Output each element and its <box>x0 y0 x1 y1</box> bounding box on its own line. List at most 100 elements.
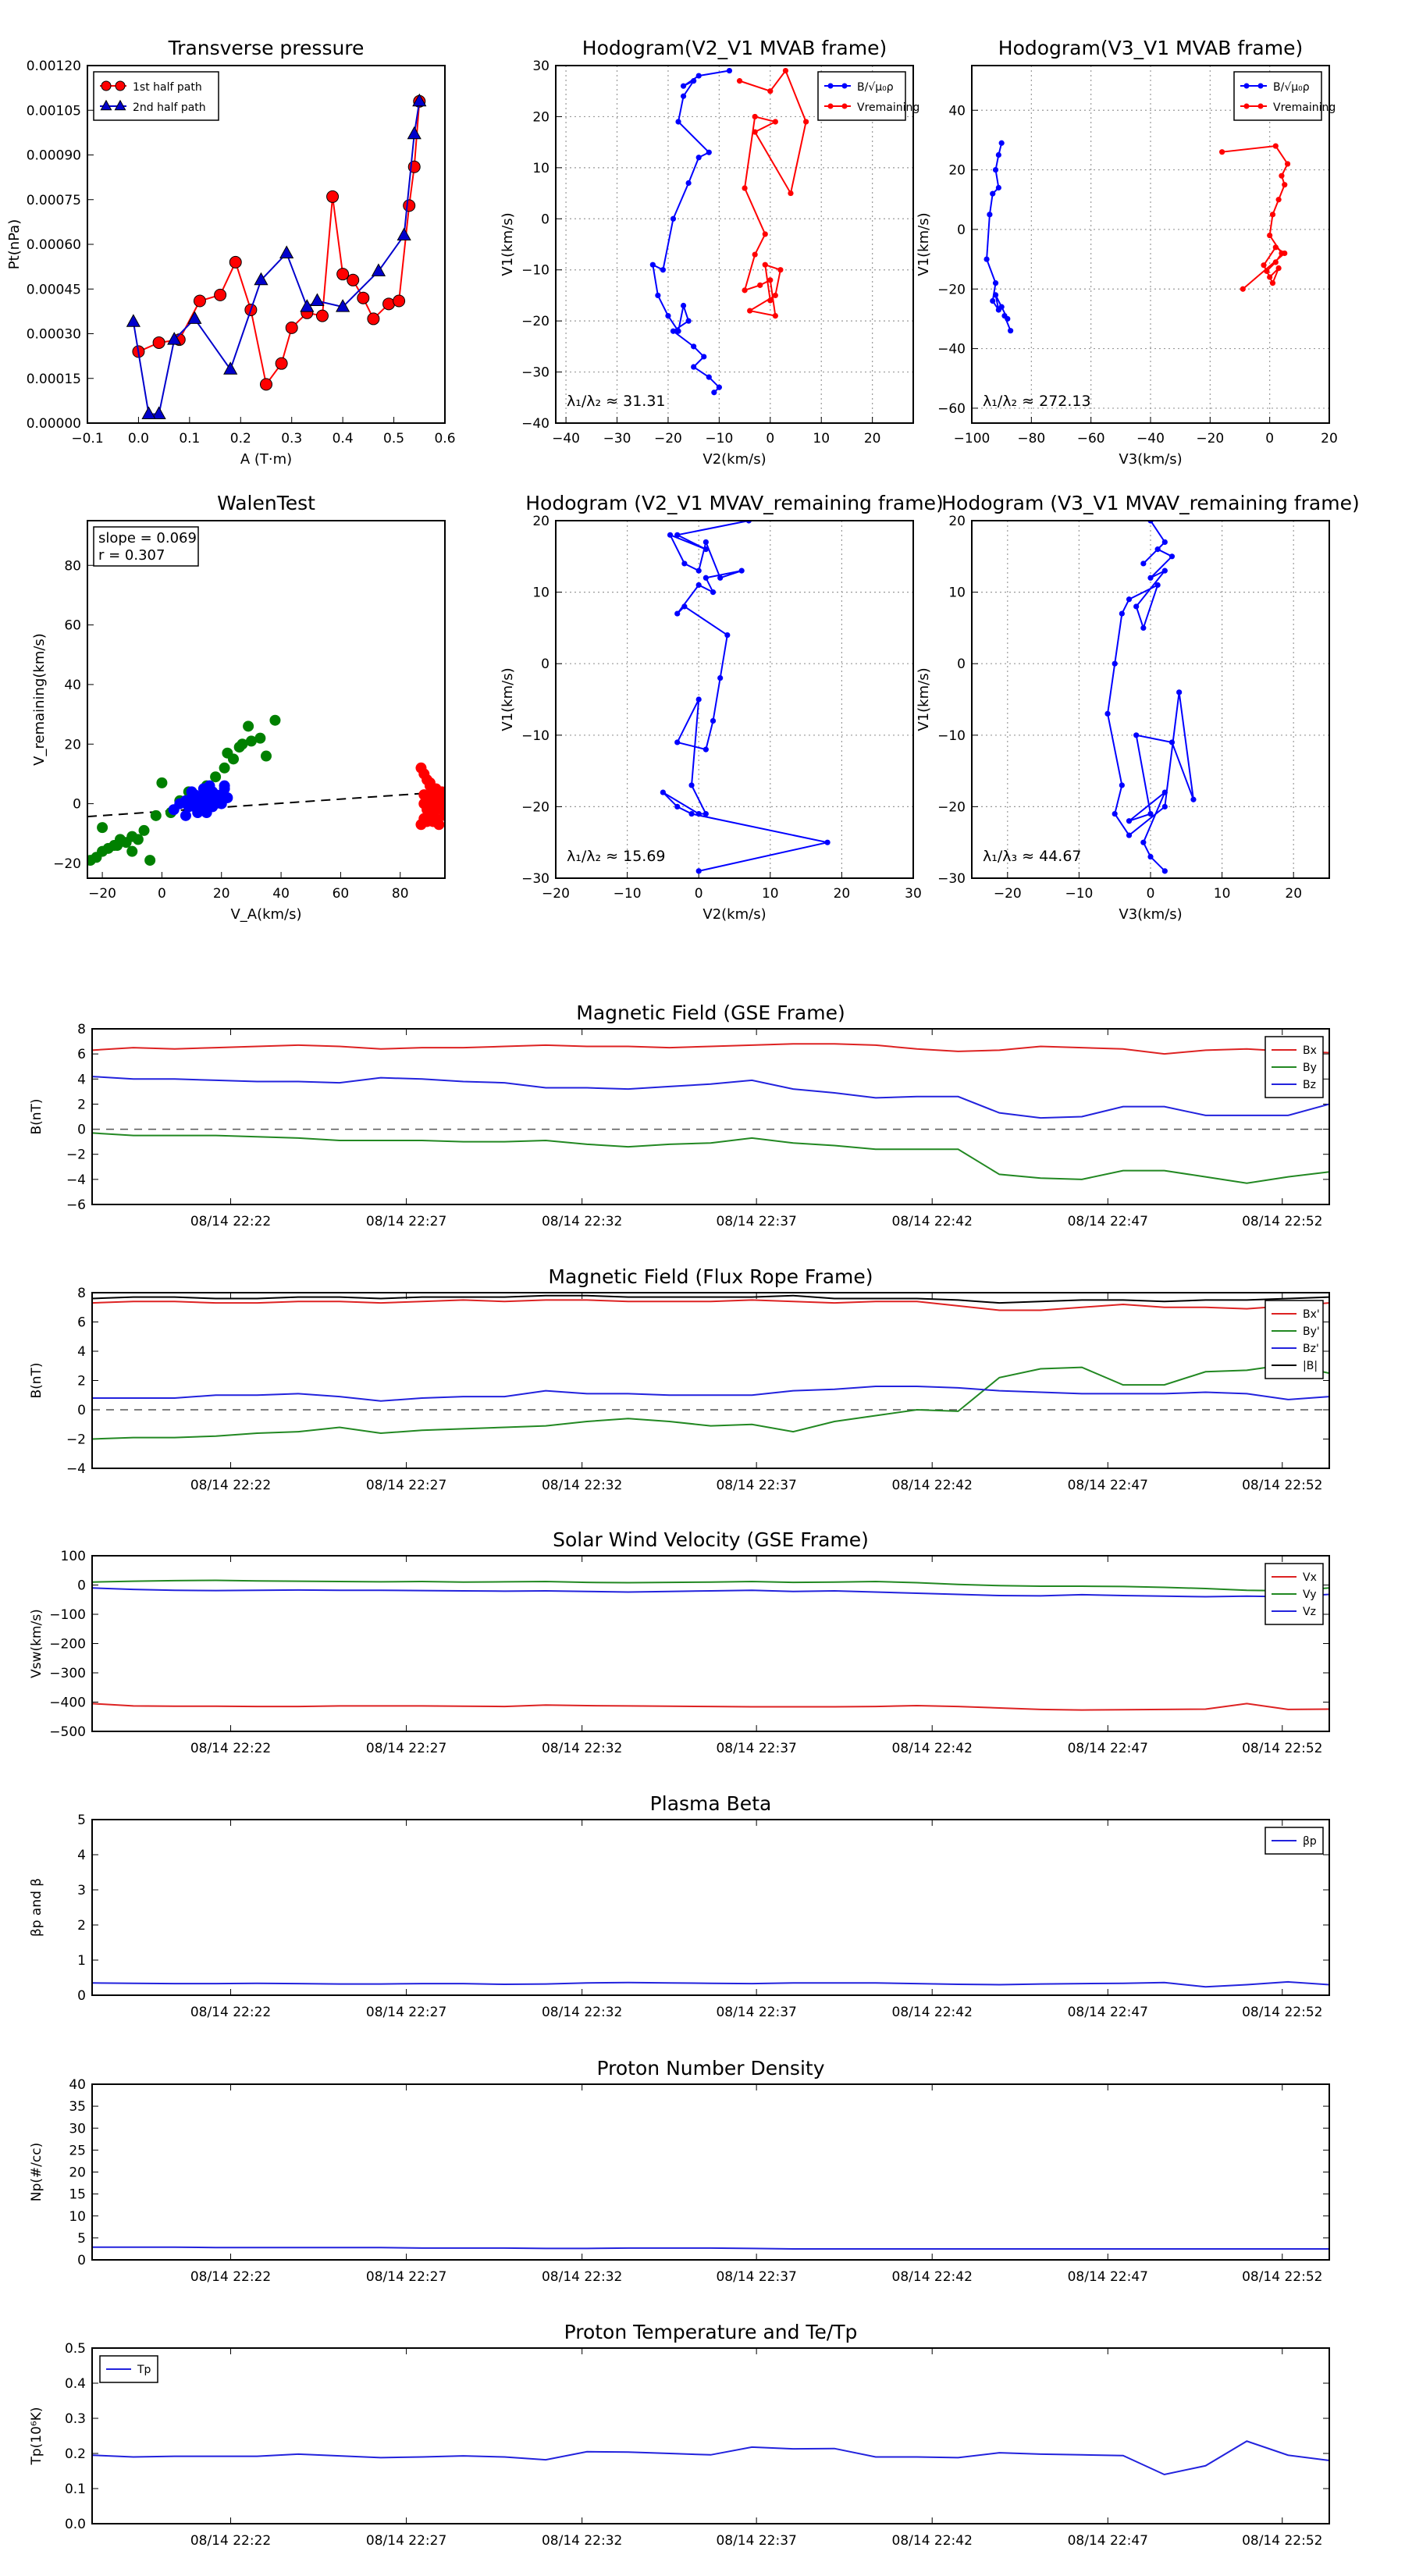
r-text: r = 0.307 <box>98 547 165 564</box>
data-point <box>772 119 778 125</box>
ratio-annotation: λ₁/λ₂ ≈ 15.69 <box>567 848 666 865</box>
data-point <box>1161 868 1168 874</box>
data-point <box>670 215 677 222</box>
y-tick-label: 0 <box>77 1403 86 1418</box>
data-point <box>243 720 254 732</box>
data-point <box>1282 250 1288 257</box>
data-point <box>1219 149 1225 155</box>
legend-marker <box>1257 103 1264 109</box>
y-axis-label: Vsw(km/s) <box>29 1609 44 1678</box>
data-point <box>747 308 753 314</box>
y-tick-label: −20 <box>53 856 81 872</box>
data-point <box>1161 789 1168 795</box>
x-tick-label: 08/14 22:22 <box>190 2533 271 2549</box>
data-point <box>1282 182 1288 188</box>
data-point <box>691 364 697 370</box>
data-point <box>710 717 717 724</box>
y-tick-label: 20 <box>69 2165 86 2181</box>
y-tick-label: 4 <box>77 1848 86 1863</box>
x-tick-label: −20 <box>654 431 682 447</box>
y-tick-label: 0.00090 <box>27 148 81 164</box>
data-point <box>675 328 681 334</box>
data-point <box>97 822 108 834</box>
y-tick-label: 8 <box>77 1286 86 1301</box>
series-line <box>652 69 730 393</box>
x-tick-label: −10 <box>614 886 642 902</box>
data-point <box>403 199 416 212</box>
legend-box <box>1233 71 1322 121</box>
data-point <box>752 113 758 120</box>
axes-frame <box>555 520 914 879</box>
x-tick-label: 08/14 22:37 <box>716 2533 796 2549</box>
data-point <box>193 294 206 308</box>
x-tick-label: 08/14 22:37 <box>716 1214 796 1229</box>
legend-label: By <box>1303 1062 1317 1074</box>
data-point <box>1267 232 1273 239</box>
chart-panel: −6 −4 −2 0 2 4 6 8 08/14 22:22 08/14 22:27 08/14 2… <box>29 1002 1330 1229</box>
y-tick-label: −4 <box>66 1461 86 1477</box>
series-line <box>91 1076 1330 1119</box>
data-point <box>1272 259 1279 265</box>
y-tick-label: 8 <box>77 1022 86 1037</box>
x-tick-label: 08/14 22:47 <box>1068 1478 1148 1493</box>
legend-label: Vz <box>1303 1606 1316 1618</box>
chart-panel: −40 −30 −20 −10 0 10 20 −40 −30 −20 −10 0 10 20 30 Hodo… <box>500 37 919 468</box>
y-tick-label: −10 <box>937 728 966 744</box>
data-point <box>1269 212 1276 218</box>
x-tick-label: 10 <box>762 886 779 902</box>
data-point <box>300 299 315 312</box>
y-tick-label: 4 <box>77 1072 86 1087</box>
data-point <box>367 312 380 326</box>
y-tick-label: 0.5 <box>65 2341 86 2357</box>
data-point <box>1269 280 1276 286</box>
axes-frame <box>91 1292 1330 1469</box>
data-point <box>397 227 411 241</box>
chart-title: Plasma Beta <box>650 1792 772 1815</box>
x-tick-label: 0 <box>1147 886 1155 902</box>
series-line <box>92 2246 1329 2250</box>
data-point <box>767 297 774 304</box>
data-point <box>229 255 242 269</box>
data-point <box>995 151 1001 158</box>
x-tick-label: −20 <box>88 886 116 902</box>
x-axis-label: V3(km/s) <box>1119 906 1182 923</box>
y-tick-label: −10 <box>521 728 550 744</box>
data-point <box>1147 575 1154 581</box>
y-tick-label: 1 <box>77 1953 86 1969</box>
data-point <box>660 789 667 795</box>
legend-label: 2nd half path <box>133 101 206 114</box>
x-tick-label: 10 <box>1214 886 1231 902</box>
x-tick-label: 20 <box>1321 431 1338 447</box>
data-point <box>998 304 1005 310</box>
data-point <box>1161 539 1168 546</box>
y-tick-label: 0.00030 <box>27 327 81 343</box>
x-tick-label: 08/14 22:52 <box>1242 2533 1322 2549</box>
y-tick-label: 20 <box>948 163 966 179</box>
chart-title: Magnetic Field (Flux Rope Frame) <box>548 1265 873 1288</box>
x-tick-label: 08/14 22:47 <box>1068 2533 1148 2549</box>
x-tick-label: 20 <box>834 886 851 902</box>
legend-marker <box>101 80 112 91</box>
y-tick-label: −2 <box>66 1432 86 1448</box>
data-point <box>767 277 774 283</box>
data-point <box>407 126 422 140</box>
x-tick-label: 08/14 22:32 <box>542 2269 622 2285</box>
y-tick-label: 5 <box>77 1813 86 1828</box>
axes-frame <box>91 1819 1330 1996</box>
x-tick-label: 08/14 22:52 <box>1242 2269 1322 2285</box>
y-tick-label: −20 <box>521 799 550 815</box>
series-line <box>92 1386 1330 1402</box>
data-point <box>180 809 191 821</box>
x-tick-label: 08/14 22:52 <box>1242 1741 1322 1756</box>
data-point <box>674 803 681 809</box>
data-point <box>336 268 350 281</box>
data-point <box>393 294 406 308</box>
chart-panel: −0.1 0.0 0.1 0.2 0.3 0.4 0.5 0.6 0.00000 0.00015 0… <box>6 37 456 468</box>
data-point <box>1140 624 1147 632</box>
x-tick-label: 80 <box>392 886 409 902</box>
y-tick-label: 5 <box>77 2231 86 2247</box>
y-tick-label: 0.00045 <box>27 282 81 297</box>
data-point <box>824 839 831 845</box>
